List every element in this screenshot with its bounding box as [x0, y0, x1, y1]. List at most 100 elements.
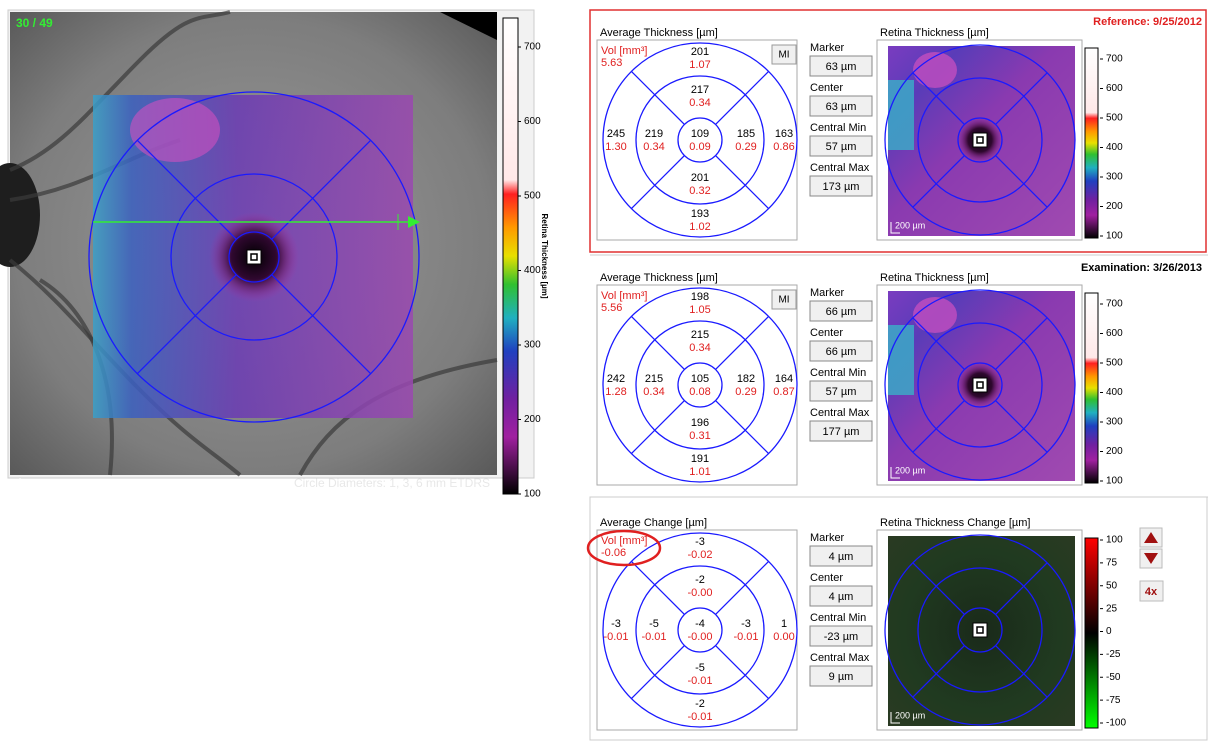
sector-thickness: -3 [741, 618, 751, 630]
metric-box [809, 175, 873, 197]
etdrs-circle [635, 75, 765, 205]
etdrs-circle [917, 322, 1043, 448]
colorbar-tick-label: 400 [1106, 142, 1123, 153]
etdrs-circle [677, 117, 723, 163]
zoom-button[interactable] [1139, 580, 1164, 602]
colorbar-tick-label: 700 [524, 42, 541, 53]
map-scale-label: 200 µm [895, 220, 925, 230]
metric-value: 9 µm [829, 671, 854, 683]
etdrs-divider [995, 400, 1048, 453]
etdrs-divider [995, 155, 1048, 208]
sector-volume: 1.30 [605, 141, 626, 153]
sector-volume: 0.09 [689, 141, 710, 153]
etdrs-circle [677, 607, 723, 653]
colorbar-tick-label: 75 [1106, 558, 1118, 569]
etdrs-divider [912, 317, 965, 370]
sector-thickness: 201 [691, 172, 709, 184]
etdrs-circle [170, 173, 338, 341]
colorbar-label: Retina Thickness [µm] [540, 213, 549, 298]
center-marker-inner [976, 626, 984, 634]
colorbar-tick-label: 500 [1106, 113, 1123, 124]
etdrs-circle [228, 231, 280, 283]
metric-label: Marker [810, 287, 845, 299]
map-scale-bar [890, 222, 900, 234]
colorbar-tick-label: 600 [1106, 83, 1123, 94]
metric-value: 66 µm [826, 306, 857, 318]
scan-arrowhead [408, 216, 420, 228]
colorbar [502, 17, 519, 495]
sector-volume: -0.01 [603, 631, 628, 643]
metric-box [809, 420, 873, 442]
colorbar-tick-label: 100 [1106, 476, 1123, 487]
sector-thickness: 193 [691, 208, 709, 220]
vol-label: Vol [mm³] [601, 290, 647, 302]
metric-value: 63 µm [826, 61, 857, 73]
sector-thickness: 163 [775, 128, 793, 140]
sector-thickness: 215 [691, 329, 709, 341]
map-scale-bar [890, 467, 900, 479]
sector-thickness: -2 [695, 574, 705, 586]
colorbar-tick-label: 600 [1106, 328, 1123, 339]
mi-button[interactable] [771, 289, 797, 310]
metric-value: 4 µm [829, 551, 854, 563]
scale-bar-label: 200 µm [24, 477, 54, 487]
center-marker-inner [250, 253, 258, 261]
map-title: Retina Thickness [µm] [880, 272, 989, 284]
metric-label: Center [810, 82, 843, 94]
metric-box [809, 585, 873, 607]
etdrs-divider [995, 72, 1048, 125]
colorbar-tick-label: 300 [1106, 172, 1123, 183]
sector-thickness: -5 [649, 618, 659, 630]
map-scale-label: 200 µm [895, 465, 925, 475]
sector-volume: 1.02 [689, 221, 710, 233]
etdrs-divider [995, 562, 1048, 615]
sector-thickness: 201 [691, 46, 709, 58]
metric-value: 173 µm [823, 181, 860, 193]
etdrs-divider [630, 70, 685, 125]
metric-label: Central Max [810, 652, 870, 664]
sector-volume: 1.05 [689, 304, 710, 316]
vol-value: 5.56 [601, 302, 622, 314]
sector-thickness: -5 [695, 662, 705, 674]
colorbar-tick-label: 700 [1106, 299, 1123, 310]
metric-value: 57 µm [826, 386, 857, 398]
colorbar-tick-label: 500 [1106, 358, 1123, 369]
etdrs-divider [630, 155, 685, 210]
sector-volume: -0.01 [687, 675, 712, 687]
etdrs-circle [677, 362, 723, 408]
colorbar-tick-label: -50 [1106, 672, 1121, 683]
sector-thickness: 1 [781, 618, 787, 630]
analysis-panel: Average Change [µm]Vol [mm³]-0.06-3-0.02… [586, 517, 1164, 731]
colorbar-tick-label: 700 [1106, 54, 1123, 65]
map-patch [913, 52, 957, 88]
colorbar-tick-label: -25 [1106, 649, 1121, 660]
sector-thickness: 219 [645, 128, 663, 140]
etdrs-divider [715, 315, 770, 370]
etdrs-divider [271, 274, 372, 375]
colorbar-tick-label: 400 [524, 265, 541, 276]
sector-volume: -0.01 [687, 711, 712, 723]
up-arrow [1144, 532, 1158, 543]
panel-title: Reference: 9/25/2012 [1093, 16, 1202, 28]
circle-caption: Circle Diameters: 1, 3, 6 mm ETDRS [294, 476, 490, 490]
etdrs-divider [715, 70, 770, 125]
metric-box [809, 300, 873, 322]
sector-volume: 0.87 [773, 386, 794, 398]
etdrs-circle [635, 565, 765, 695]
map-colorbar [1084, 537, 1099, 729]
sector-volume: 0.00 [773, 631, 794, 643]
vessel [9, 10, 231, 172]
sector-volume: 0.29 [735, 386, 756, 398]
metric-box [809, 380, 873, 402]
etdrs-divider [912, 155, 965, 208]
metric-box [809, 625, 873, 647]
map-edge-patch [888, 325, 914, 395]
etdrs-circle [602, 287, 798, 483]
sector-volume: 0.29 [735, 141, 756, 153]
etdrs-divider [995, 317, 1048, 370]
overlay-patch [130, 98, 220, 162]
mi-button[interactable] [771, 44, 797, 65]
etdrs-circle [957, 362, 1003, 408]
metric-label: Central Min [810, 122, 866, 134]
sector-thickness: 242 [607, 373, 625, 385]
